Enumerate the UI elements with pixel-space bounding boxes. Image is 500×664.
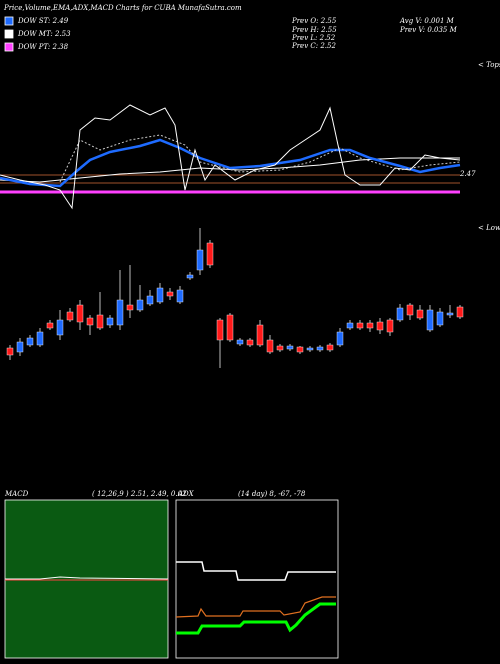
candle-body bbox=[306, 347, 314, 351]
di-plus-line bbox=[175, 596, 336, 618]
candle-body bbox=[36, 331, 44, 346]
candle-body bbox=[256, 324, 264, 346]
candle-body bbox=[166, 291, 174, 297]
candle-body bbox=[426, 309, 434, 331]
candle-body bbox=[156, 287, 164, 303]
candle-body bbox=[336, 331, 344, 346]
candle-body bbox=[46, 322, 54, 329]
candle-body bbox=[56, 319, 64, 336]
info: Prev L: 2.52 bbox=[291, 34, 336, 42]
indicator-lines bbox=[0, 104, 461, 210]
candle-body bbox=[116, 299, 124, 326]
candle-body bbox=[106, 317, 114, 326]
candle-body bbox=[276, 345, 284, 351]
candle-body bbox=[386, 319, 394, 333]
lows-label: < Lows bbox=[478, 224, 500, 232]
candle-body bbox=[196, 249, 204, 271]
info: Prev H: 2.55 bbox=[291, 26, 337, 34]
candle-body bbox=[226, 314, 234, 341]
legend-swatch bbox=[4, 29, 14, 39]
info: Avg V: 0.001 M bbox=[399, 17, 455, 25]
candle-body bbox=[186, 274, 194, 279]
candle-body bbox=[146, 295, 154, 305]
info: Prev O: 2.55 bbox=[291, 17, 337, 25]
info: Prev C: 2.52 bbox=[291, 42, 336, 50]
legend-label: DOW MT: 2.53 bbox=[17, 30, 71, 38]
adx-params: (14 day) 8, -67, -78 bbox=[238, 490, 306, 498]
candle-body bbox=[366, 322, 374, 329]
candle-body bbox=[316, 346, 324, 351]
price-label: 2.47 bbox=[459, 170, 476, 178]
candle-body bbox=[126, 304, 134, 311]
info: Prev V: 0.035 M bbox=[399, 26, 458, 34]
candle-body bbox=[456, 306, 464, 318]
adx-panel bbox=[175, 499, 339, 659]
candle-body bbox=[66, 311, 74, 321]
ema-line bbox=[59, 134, 461, 183]
adx-overlay bbox=[0, 104, 461, 210]
candle-body bbox=[296, 346, 304, 353]
candle-body bbox=[76, 304, 84, 323]
candle-body bbox=[16, 341, 24, 353]
page-title: Price,Volume,EMA,ADX,MACD Charts for CUB… bbox=[3, 4, 242, 12]
candles bbox=[6, 228, 464, 368]
legend-label: DOW PT: 2.38 bbox=[17, 43, 69, 51]
candle-body bbox=[26, 337, 34, 346]
dow-st-line bbox=[0, 138, 461, 188]
macd-params: ( 12,26,9 ) 2.51, 2.49, 0.02 bbox=[92, 490, 187, 498]
candle-body bbox=[346, 322, 354, 329]
tops-label: < Tops bbox=[478, 61, 500, 69]
candle-body bbox=[376, 321, 384, 331]
candle-body bbox=[446, 312, 454, 316]
candle-body bbox=[246, 339, 254, 346]
candle-body bbox=[416, 309, 424, 319]
candle-body bbox=[6, 347, 14, 356]
adx-line bbox=[176, 561, 336, 581]
candle-body bbox=[176, 289, 184, 303]
candle-body bbox=[436, 311, 444, 326]
candle-body bbox=[236, 339, 244, 345]
candle-body bbox=[286, 345, 294, 350]
candle-body bbox=[266, 339, 274, 353]
di-minus-line bbox=[176, 602, 336, 635]
candle-body bbox=[406, 304, 414, 316]
candle-body bbox=[136, 299, 144, 311]
adx-title: ADX bbox=[177, 490, 195, 498]
candle-body bbox=[326, 344, 334, 351]
legend-swatch bbox=[4, 16, 14, 26]
legend-swatch bbox=[4, 42, 14, 52]
candle-body bbox=[216, 319, 224, 341]
candle-body bbox=[96, 314, 104, 329]
candle-body bbox=[206, 242, 214, 266]
candle-body bbox=[396, 307, 404, 321]
candle-body bbox=[356, 322, 364, 329]
macd-line bbox=[5, 576, 169, 580]
candle-body bbox=[86, 317, 94, 326]
legend-label: DOW ST: 2.49 bbox=[17, 17, 69, 25]
macd-title: MACD bbox=[4, 490, 29, 498]
